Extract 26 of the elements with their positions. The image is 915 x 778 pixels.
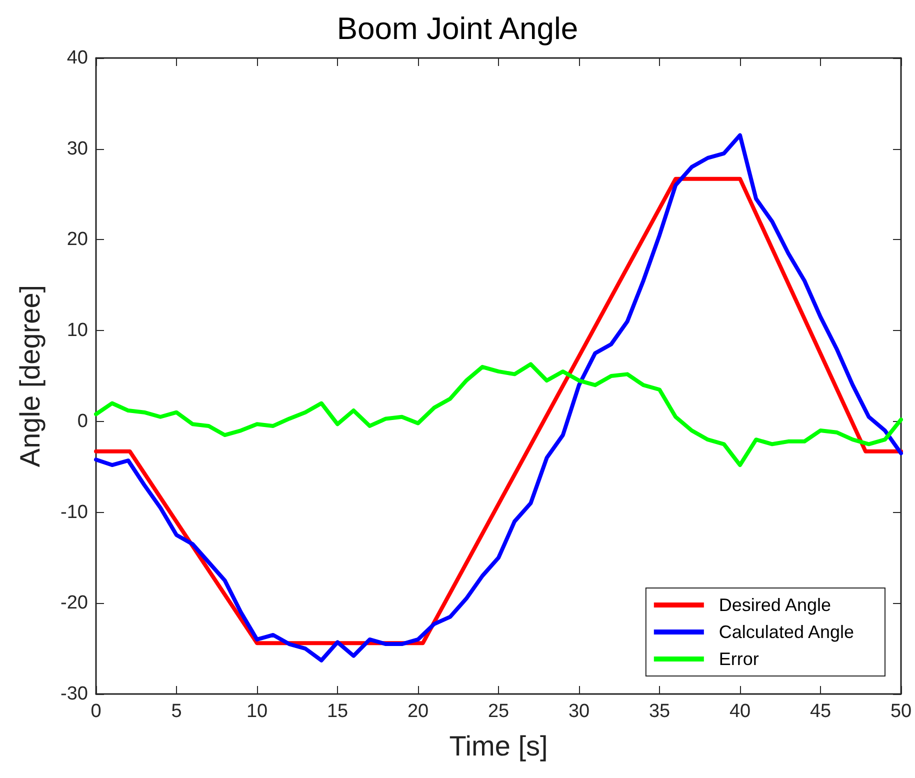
y-tick-label: 20	[66, 229, 88, 250]
y-tick-label: -30	[60, 684, 88, 704]
y-tick-label: 10	[66, 320, 88, 342]
x-tick-label: 25	[488, 701, 510, 722]
legend-label: Desired Angle	[718, 595, 831, 615]
x-axis-title: Time [s]	[449, 730, 548, 762]
x-tick-label: 30	[568, 701, 590, 722]
legend-label: Error	[718, 649, 759, 669]
y-tick-label: -20	[60, 592, 88, 614]
y-tick-label: 0	[77, 410, 88, 432]
y-tick-label: 40	[66, 48, 88, 68]
line-series	[94, 362, 903, 468]
x-tick-label: 10	[246, 701, 268, 722]
y-tick-label: -10	[60, 502, 88, 523]
x-tick-label: 15	[326, 701, 348, 722]
y-tick-label: 30	[66, 138, 88, 160]
x-tick-label: 20	[407, 701, 429, 722]
legend-label: Calculated Angle	[718, 622, 854, 642]
x-tick-label: 40	[729, 701, 751, 722]
x-tick-label: 50	[890, 701, 912, 722]
y-axis-title: Angle [degree]	[14, 284, 46, 468]
chart-title: Boom Joint Angle	[336, 11, 578, 46]
x-tick-label: 35	[648, 701, 670, 722]
x-tick-label: 45	[810, 701, 832, 722]
x-tick-label: 0	[90, 701, 102, 722]
x-tick-label: 5	[171, 701, 182, 722]
